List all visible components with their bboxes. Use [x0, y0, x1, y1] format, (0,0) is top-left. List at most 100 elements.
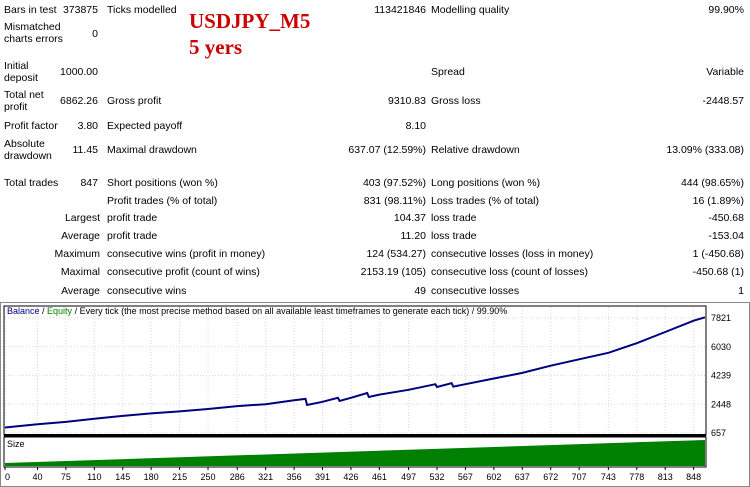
y-tick-label: 2448: [711, 399, 731, 409]
average-label: Average: [61, 230, 100, 242]
absolute-drawdown-value: 11.45: [72, 144, 99, 156]
largest-profit-value: 104.37: [393, 212, 426, 224]
x-tick-label: 286: [230, 472, 245, 482]
legend-separator: /: [40, 306, 48, 316]
x-tick-label: 567: [458, 472, 473, 482]
initial-deposit-value: 1000.00: [60, 66, 98, 78]
max-cons-losses-label: consecutive losses (loss in money): [431, 248, 594, 260]
profit-factor-label: Profit factor: [4, 120, 58, 132]
total-net-profit-label: Total net profit: [4, 89, 44, 113]
absolute-drawdown-label: Absolute drawdown: [4, 138, 52, 162]
total-trades-value: 847: [80, 177, 98, 189]
x-tick-label: 707: [572, 472, 587, 482]
plot-area: [3, 305, 707, 436]
x-tick-label: 602: [486, 472, 501, 482]
initial-deposit-label: Initial deposit: [4, 60, 38, 84]
x-tick-label: 75: [61, 472, 71, 482]
ticks-modelled-label: Ticks modelled: [107, 4, 177, 16]
x-tick-label: 250: [201, 472, 216, 482]
mismatched-label: Mismatched charts errors: [4, 21, 63, 45]
y-tick-label: 6030: [711, 342, 731, 352]
max-cons-wins-label: consecutive wins (profit in money): [107, 248, 266, 260]
spread-label: Spread: [431, 66, 465, 78]
long-positions-value: 444 (98.65%): [680, 177, 744, 189]
mismatched-value: 0: [92, 28, 98, 40]
x-tick-label: 848: [686, 472, 701, 482]
modelling-quality-value: 99.90%: [708, 4, 744, 16]
maximal-cons-loss-label: consecutive loss (count of losses): [431, 266, 588, 278]
largest-loss-label: loss trade: [431, 212, 477, 224]
x-tick-label: 532: [430, 472, 445, 482]
maximal-drawdown-value: 637.07 (12.59%): [348, 144, 426, 156]
total-trades-label: Total trades: [4, 177, 59, 189]
x-tick-label: 391: [315, 472, 330, 482]
x-tick-label: 145: [115, 472, 130, 482]
gross-profit-label: Gross profit: [107, 95, 162, 107]
x-axis-ticks: 0 40 75 110 145 180 215 250 286 321 356 391 426 461 49…: [4, 467, 701, 482]
x-tick-label: 110: [87, 472, 101, 482]
avg-cons-wins-label: consecutive wins: [107, 285, 187, 297]
ticks-modelled-value: 113421846: [374, 4, 426, 16]
x-tick-label: 497: [401, 472, 416, 482]
y-tick-label: 657: [711, 428, 726, 438]
chart-legend: Balance / Equity / Every tick (the most …: [7, 306, 507, 316]
average-loss-label: loss trade: [431, 230, 477, 242]
avg-cons-losses-value: 1: [738, 285, 744, 297]
x-tick-label: 778: [629, 472, 644, 482]
expected-payoff-label: Expected payoff: [107, 120, 183, 132]
x-tick-label: 813: [658, 472, 673, 482]
profit-trades-label: Profit trades (% of total): [107, 195, 218, 207]
max-cons-losses-value: 1 (-450.68): [692, 248, 744, 260]
gross-profit-value: 9310.83: [388, 95, 426, 107]
x-tick-label: 180: [144, 472, 159, 482]
maximal-cons-profit-value: 2153.19 (105): [360, 266, 426, 278]
total-net-profit-value: 6862.26: [60, 95, 98, 107]
maximal-drawdown-label: Maximal drawdown: [107, 144, 197, 156]
x-tick-label: 743: [601, 472, 616, 482]
x-tick-label: 356: [287, 472, 302, 482]
size-panel: Size: [3, 434, 707, 468]
size-area: [5, 440, 705, 466]
profit-factor-value: 3.80: [77, 120, 98, 132]
gross-loss-value: -2448.57: [702, 95, 744, 107]
x-tick-label: 40: [32, 472, 42, 482]
grid: [4, 307, 705, 434]
expected-payoff-value: 8.10: [405, 120, 426, 132]
maximal-cons-profit-label: consecutive profit (count of wins): [107, 266, 260, 278]
relative-drawdown-value: 13.09% (333.08): [666, 144, 744, 156]
x-tick-label: 672: [543, 472, 558, 482]
modelling-quality-label: Modelling quality: [431, 4, 510, 16]
profit-trades-value: 831 (98.11%): [363, 195, 426, 207]
average-loss-value: -153.04: [708, 230, 744, 242]
long-positions-label: Long positions (won %): [431, 177, 541, 189]
x-tick-label: 321: [258, 472, 273, 482]
x-tick-label: 426: [343, 472, 358, 482]
relative-drawdown-label: Relative drawdown: [431, 144, 520, 156]
average-profit-label: profit trade: [107, 230, 158, 242]
loss-trades-value: 16 (1.89%): [692, 195, 744, 207]
avg-cons-wins-value: 49: [414, 285, 426, 297]
spread-value: Variable: [706, 66, 744, 78]
legend-description: / Every tick (the most precise method ba…: [72, 306, 507, 316]
size-label: Size: [7, 439, 25, 449]
largest-profit-label: profit trade: [107, 212, 158, 224]
max-cons-wins-value: 124 (534.27): [366, 248, 426, 260]
loss-trades-label: Loss trades (% of total): [431, 195, 539, 207]
legend-balance: Balance: [7, 306, 40, 316]
overlay-period: 5 yers: [189, 35, 243, 59]
balance-chart: Size Balance / Equity / Every tick (the …: [0, 302, 750, 487]
balance-series-line: [4, 316, 706, 429]
bars-in-test-value: 373875: [62, 4, 98, 16]
panel-separator: [4, 434, 706, 437]
x-tick-label: 0: [5, 472, 10, 482]
x-tick-label: 215: [172, 472, 187, 482]
short-positions-label: Short positions (won %): [107, 177, 218, 189]
y-tick-label: 4239: [711, 371, 731, 381]
maximal-cons-loss-value: -450.68 (1): [692, 266, 744, 278]
x-tick-label: 461: [372, 472, 387, 482]
short-positions-value: 403 (97.52%): [362, 177, 426, 189]
largest-label: Largest: [64, 212, 100, 224]
legend-equity: Equity: [47, 306, 73, 316]
maximal-label: Maximal: [60, 266, 100, 278]
average-profit-value: 11.20: [400, 230, 427, 242]
